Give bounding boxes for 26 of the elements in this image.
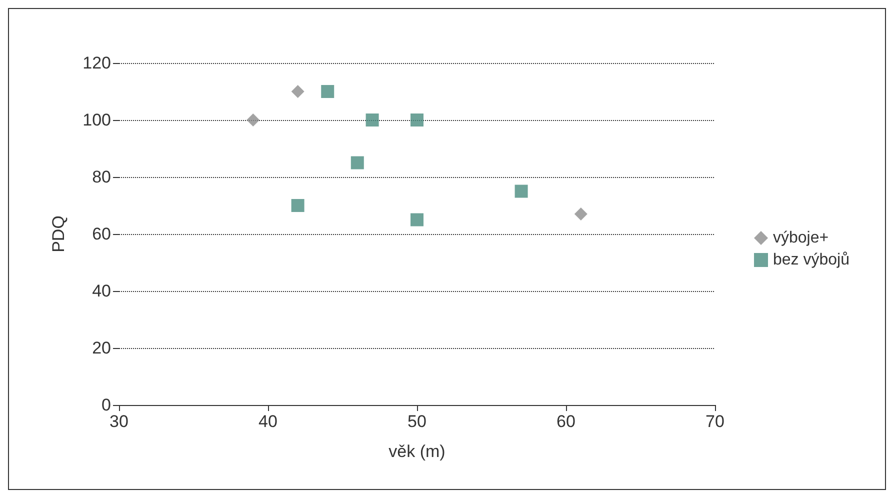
x-tick-label: 60 bbox=[556, 412, 576, 431]
x-tick-label: 50 bbox=[408, 412, 426, 431]
x-tick-label: 30 bbox=[110, 412, 128, 431]
point bbox=[350, 156, 364, 170]
point bbox=[574, 208, 588, 221]
y-tick-label: 60 bbox=[92, 224, 111, 244]
legend-label: výboje+ bbox=[773, 230, 829, 246]
y-tick-label: 20 bbox=[92, 338, 111, 358]
y-tick-label: 100 bbox=[82, 110, 111, 130]
y-tick-label: 0 bbox=[102, 396, 111, 414]
y-axis-title: PDQ bbox=[49, 216, 68, 252]
point bbox=[514, 184, 528, 198]
point bbox=[246, 114, 260, 126]
point bbox=[291, 199, 304, 212]
x-axis-title: věk (m) bbox=[388, 442, 446, 461]
point bbox=[410, 114, 424, 126]
y-tick-label: 80 bbox=[92, 168, 111, 186]
point bbox=[291, 85, 304, 98]
point bbox=[366, 114, 379, 126]
x-tick-label: 40 bbox=[258, 412, 278, 431]
point bbox=[321, 85, 334, 98]
legend-label: bez výbojů bbox=[773, 252, 850, 268]
y-tick-label: 40 bbox=[92, 282, 111, 300]
x-tick-label: 70 bbox=[706, 412, 724, 431]
point bbox=[410, 213, 424, 226]
y-tick-label: 120 bbox=[82, 54, 111, 72]
